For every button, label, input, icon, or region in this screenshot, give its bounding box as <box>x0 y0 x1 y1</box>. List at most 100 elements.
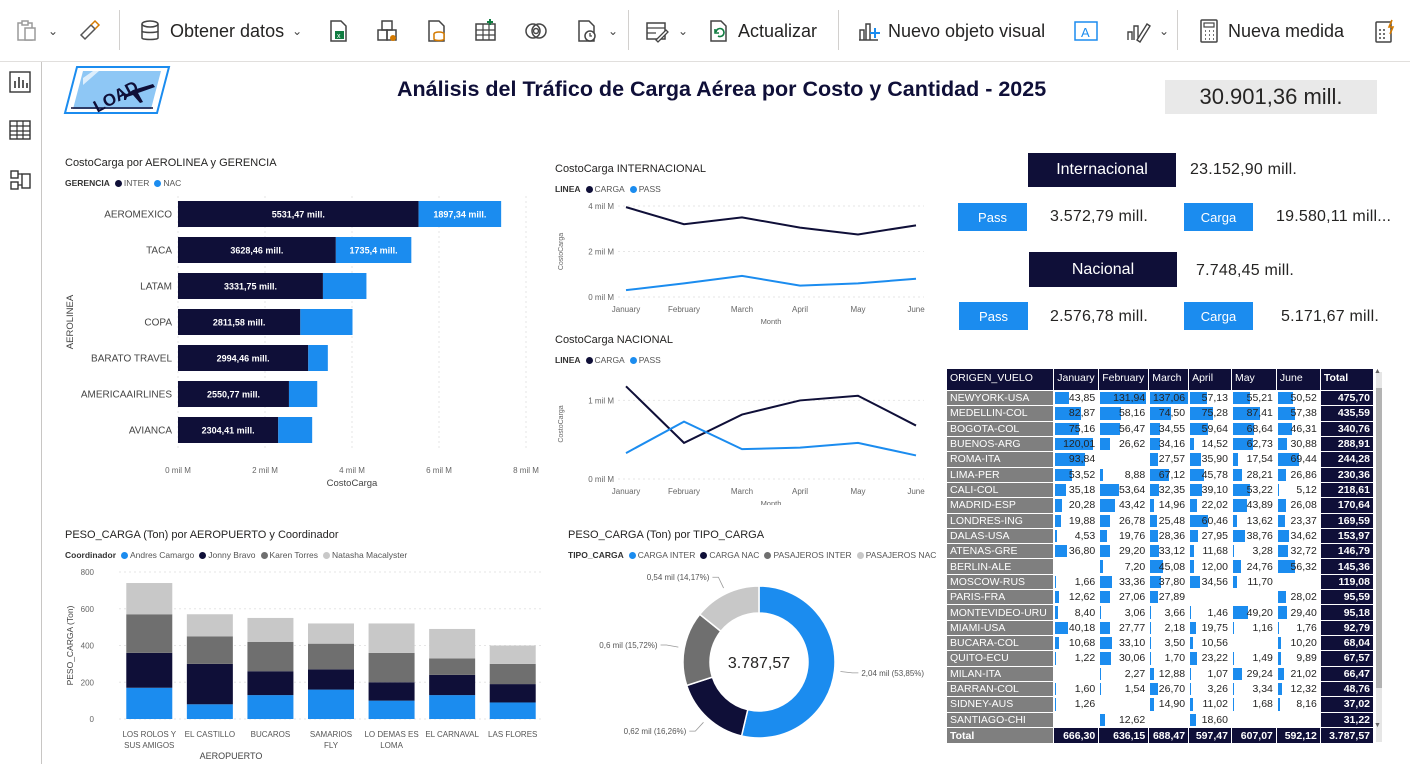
cell-value: 59,64 <box>1201 422 1228 435</box>
paste-button[interactable]: ⌄ <box>14 14 58 48</box>
legend-item-pass[interactable]: PASS <box>629 184 661 194</box>
legend-item-carga-nac[interactable]: CARGA NAC <box>700 550 759 560</box>
legend-item-karen[interactable]: Karen Torres <box>260 550 318 560</box>
origen-column-header[interactable]: ORIGEN_VUELO <box>945 368 1055 391</box>
quick-measure-button[interactable] <box>1372 14 1398 48</box>
legend-title: TIPO_CARGA <box>568 550 624 560</box>
table-row[interactable]: BERLIN-ALE 7,20 45,08 12,00 24,76 56,32 145,36 <box>945 558 1375 575</box>
nacional-line-chart[interactable]: 0 mil M 1 mil M January February March April M… <box>551 365 931 505</box>
table-row[interactable]: DALAS-USA 4,53 19,76 28,36 27,95 38,76 34,62 15… <box>945 527 1375 545</box>
bar-segment <box>489 663 536 685</box>
enter-data-button[interactable] <box>473 14 499 48</box>
month-column-header[interactable]: Total <box>1319 368 1375 391</box>
total-cost-card[interactable]: 30.901,36 mill. <box>1165 80 1377 114</box>
table-row[interactable]: MONTEVIDEO-URU 8,40 3,06 3,66 1,46 49,20 29,40… <box>945 604 1375 621</box>
int-pass-button[interactable]: Pass <box>958 203 1027 231</box>
table-view-icon[interactable] <box>8 118 32 142</box>
legend-item-andres[interactable]: Andres Camargo <box>121 550 194 560</box>
refresh-button[interactable]: Actualizar <box>706 14 817 48</box>
text-box-button[interactable]: A <box>1073 14 1099 48</box>
new-measure-button[interactable]: Nueva medida <box>1196 14 1344 48</box>
month-column-header[interactable]: February <box>1098 368 1150 391</box>
table-row[interactable]: CALI-COL 35,18 53,64 32,35 39,10 53,22 5,12 218… <box>945 481 1375 499</box>
data-hub-icon <box>377 20 397 41</box>
sql-button[interactable] <box>424 14 450 48</box>
legend-item-pasajeros-nac[interactable]: PASAJEROS NAC <box>856 550 936 560</box>
transform-data-button[interactable]: ⌄ <box>644 14 688 48</box>
data-label: 1897,34 mill. <box>433 210 486 220</box>
table-row[interactable]: PARIS-FRA 12,62 27,06 27,89 28,02 95,59 <box>945 589 1375 606</box>
table-row[interactable]: ATENAS-GRE 36,80 29,20 33,12 11,68 3,28 32,72 1… <box>945 543 1375 560</box>
origen-vuelo-matrix[interactable]: ORIGEN_VUELO January February March April May… <box>945 368 1375 744</box>
table-row[interactable]: MILAN-ITA 2,27 12,88 1,07 29,24 21,02 66,47 <box>945 665 1375 682</box>
data-bar <box>1100 591 1110 604</box>
model-view-icon[interactable] <box>8 168 32 192</box>
scroll-down-arrow-icon[interactable]: ▼ <box>1374 722 1381 729</box>
value-cell: 1,16 <box>1230 619 1277 637</box>
table-row[interactable]: SANTIAGO-CHI 12,62 18,60 31,22 <box>945 711 1375 729</box>
legend-item-inter[interactable]: INTER <box>114 178 149 188</box>
nac-pass-button[interactable]: Pass <box>959 302 1028 330</box>
row-total-cell: 244,28 <box>1319 451 1375 468</box>
more-visuals-button[interactable]: ⌄ <box>1125 14 1169 48</box>
table-row[interactable]: BOGOTA-COL 75,16 56,47 34,55 59,64 68,64 46,31… <box>945 420 1375 437</box>
report-view-icon[interactable] <box>8 70 32 94</box>
legend-item-pasajeros-inter[interactable]: PASAJEROS INTER <box>764 550 852 560</box>
legend-item-carga-inter[interactable]: CARGA INTER <box>628 550 695 560</box>
cell-value: 93,84 <box>1068 453 1096 466</box>
bar-segment <box>247 641 294 672</box>
internacional-line-chart[interactable]: 0 mil M 2 mil M 4 mil M January February Marc… <box>551 196 931 324</box>
table-row[interactable]: MADRID-ESP 20,28 43,42 14,96 22,02 43,89 26,08… <box>945 497 1375 514</box>
legend-item-jonny[interactable]: Jonny Bravo <box>199 550 256 560</box>
table-row[interactable]: ROMA-ITA 93,84 27,57 35,90 17,54 69,44 244,28 <box>945 451 1375 468</box>
cell-value: 29,24 <box>1246 667 1273 680</box>
legend-item-nac[interactable]: NAC <box>154 178 181 188</box>
tipo-carga-donut-chart[interactable]: 2,04 mil (53,85%) 0,62 mil (16,26%) 0,6 mi… <box>583 570 943 760</box>
month-column-header[interactable]: January <box>1053 368 1100 391</box>
internacional-card[interactable]: Internacional <box>1028 153 1176 187</box>
legend-item-carga[interactable]: CARGA <box>585 184 625 194</box>
legend-item-natasha[interactable]: Natasha Macalyster <box>323 550 407 560</box>
format-painter-button[interactable] <box>76 14 102 48</box>
value-cell <box>1098 451 1150 468</box>
month-column-header[interactable]: April <box>1188 368 1232 391</box>
legend-item-pass[interactable]: PASS <box>629 355 661 365</box>
value-cell: 69,44 <box>1275 451 1321 468</box>
nacional-card[interactable]: Nacional <box>1029 252 1177 287</box>
data-bar <box>1100 621 1110 634</box>
table-row[interactable]: BUCARA-COL 10,68 33,10 3,50 10,56 10,20 68,04 <box>945 634 1375 652</box>
value-cell: 62,73 <box>1230 435 1277 453</box>
legend-item-carga[interactable]: CARGA <box>585 355 625 365</box>
excel-button[interactable]: x <box>325 14 351 48</box>
aerolinea-bar-chart[interactable]: 0 mil M 2 mil M 4 mil M 6 mil M 8 mil M AEROM… <box>61 192 551 508</box>
table-row[interactable]: MOSCOW-RUS 1,66 33,36 37,80 34,56 11,70 119,08 <box>945 573 1375 591</box>
int-carga-button[interactable]: Carga <box>1184 203 1253 231</box>
dataverse-button[interactable] <box>523 14 549 48</box>
ribbon-separator <box>1177 10 1178 50</box>
peso-aeropuerto-bar-chart[interactable]: 0 200 400 600 800 LOS ROLOS Y SUS AMIGOS EL CAS… <box>61 562 551 764</box>
table-row[interactable]: MEDELLIN-COL 82,87 58,16 74,50 75,28 87,41 57,… <box>945 405 1375 422</box>
new-visual-button[interactable]: Nuevo objeto visual <box>856 14 1045 48</box>
nac-carga-button[interactable]: Carga <box>1184 302 1253 330</box>
origen-cell: NEWYORK-USA <box>945 389 1055 407</box>
month-column-header[interactable]: March <box>1148 368 1190 391</box>
table-row[interactable]: LONDRES-ING 19,88 26,78 25,48 60,46 13,62 23,3… <box>945 512 1375 529</box>
get-data-button[interactable]: Obtener datos ⌄ <box>138 14 302 48</box>
table-row[interactable]: SIDNEY-AUS 1,26 14,90 11,02 1,68 8,16 37,02 <box>945 696 1375 713</box>
y-tick-label: 2 mil M <box>588 248 614 257</box>
data-hub-button[interactable] <box>374 14 400 48</box>
row-total-cell: 92,79 <box>1319 619 1375 637</box>
recent-sources-button[interactable]: ⌄ <box>574 14 618 48</box>
month-column-header[interactable]: May <box>1230 368 1277 391</box>
table-row[interactable]: BARRAN-COL 1,60 1,54 26,70 3,26 3,34 12,32 48,7… <box>945 680 1375 698</box>
matrix-scrollbar[interactable] <box>1376 372 1382 742</box>
table-row[interactable]: NEWYORK-USA 43,85 131,94 137,06 57,13 55,21 50… <box>945 389 1375 407</box>
table-row[interactable]: MIAMI-USA 40,18 27,77 2,18 19,75 1,16 1,76 92,7… <box>945 619 1375 637</box>
table-row[interactable]: LIMA-PER 53,52 8,88 67,12 45,78 28,21 26,86 230… <box>945 466 1375 483</box>
scrollbar-thumb[interactable] <box>1376 388 1382 688</box>
scroll-up-arrow-icon[interactable]: ▲ <box>1374 368 1381 375</box>
table-row[interactable]: QUITO-ECU 1,22 30,06 1,70 23,22 1,49 9,89 67,57 <box>945 650 1375 667</box>
cell-value: 11,68 <box>1202 545 1228 558</box>
month-column-header[interactable]: June <box>1275 368 1321 391</box>
table-row[interactable]: BUENOS-ARG 120,01 26,62 34,16 14,52 62,73 30,8… <box>945 435 1375 453</box>
